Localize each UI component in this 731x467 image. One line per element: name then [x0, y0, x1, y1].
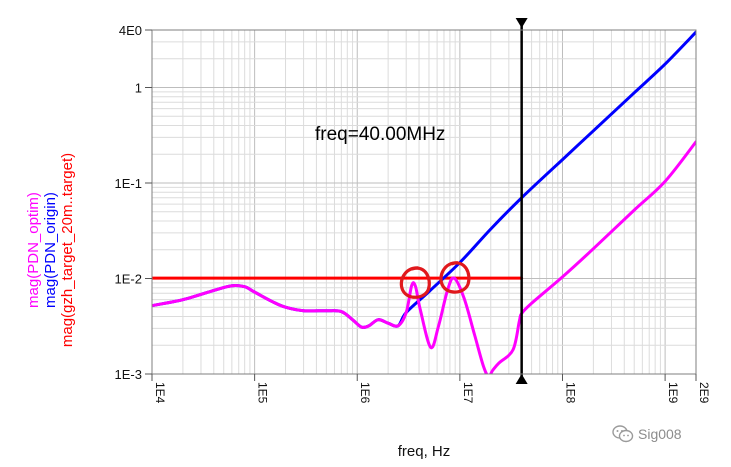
grid — [151, 29, 697, 375]
watermark: Sig008 — [612, 422, 682, 446]
plot-frame — [151, 29, 697, 375]
y-tick-label: 4E0 — [119, 23, 142, 38]
x-tick-label: 1E7 — [461, 382, 475, 404]
series-pdn-optim-line — [152, 140, 696, 374]
y-tick-label: 1E-1 — [115, 176, 142, 191]
y-axis: 4E0 1 1E-1 1E-2 1E-3 — [115, 23, 152, 382]
x-axis-title: freq, Hz — [398, 443, 451, 460]
y-tick-label: 1E-2 — [115, 271, 142, 286]
series-layer — [152, 30, 696, 374]
watermark-text: Sig008 — [638, 426, 682, 442]
marker-top-triangle-icon — [515, 18, 528, 28]
x-tick-label: 1E9 — [666, 382, 680, 404]
chat-bubble-icon — [612, 425, 634, 443]
y-label-pdn-optim: mag(PDN_optim) — [25, 192, 42, 308]
y-label-pdn-origin: mag(PDN_origin) — [42, 192, 59, 308]
x-tick-label: 1E4 — [153, 382, 167, 404]
marker-layer — [399, 18, 528, 384]
x-tick-label: 1E5 — [256, 382, 270, 404]
highlight-circle-2 — [439, 261, 471, 294]
x-tick-label: 2E9 — [697, 382, 711, 404]
x-tick-label: 1E8 — [563, 382, 577, 404]
highlight-circle-1 — [399, 266, 431, 299]
marker-readout: freq=40.00MHz — [315, 124, 445, 145]
marker-bottom-triangle-icon — [515, 374, 528, 384]
y-axis-title: mag(PDN_optim) mag(PDN_origin) mag(gzh_t… — [25, 153, 76, 347]
x-tick-label: 1E6 — [358, 382, 372, 404]
y-tick-label: 1E-3 — [115, 367, 142, 382]
y-label-target: mag(gzh_target_20m..target) — [59, 153, 76, 347]
x-axis: 1E4 1E5 1E6 1E7 1E8 1E9 2E9 — [151, 374, 711, 404]
y-tick-label: 1 — [135, 80, 142, 95]
